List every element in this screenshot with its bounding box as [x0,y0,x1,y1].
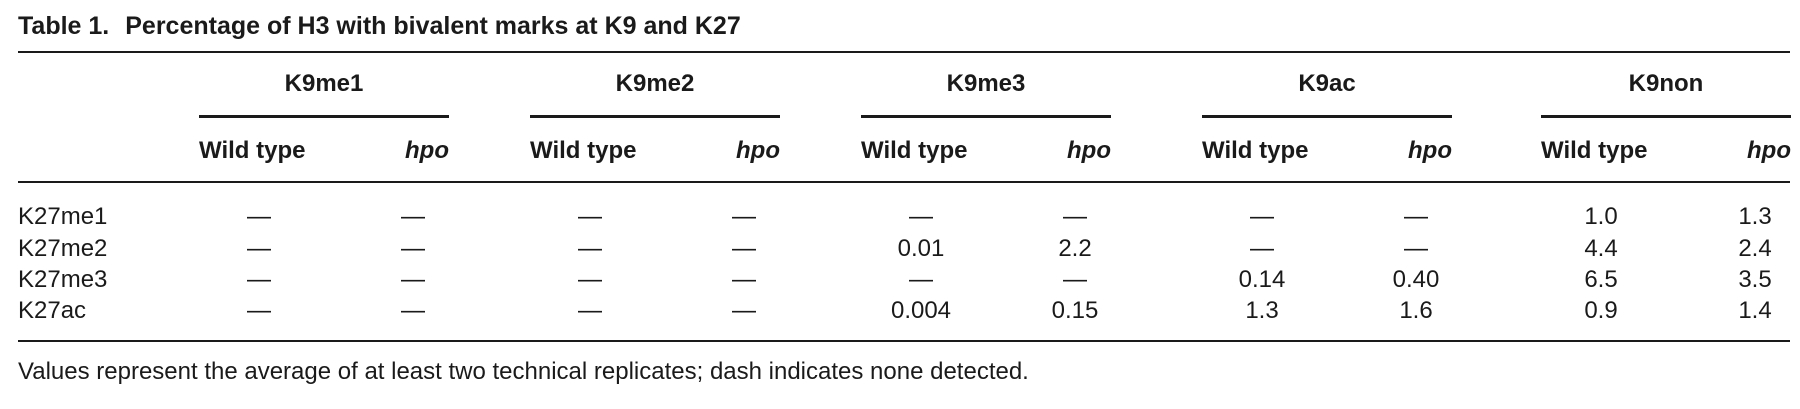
subhead-wild-type: Wild type [1202,137,1309,164]
table-cell: — [909,203,933,230]
table-cell: 1.6 [1399,297,1433,324]
table-cell: 2.4 [1738,235,1772,262]
subhead-wild-type: Wild type [530,137,637,164]
table-cell: — [578,203,602,230]
table-cell: 1.3 [1245,297,1279,324]
row-label-k27me1: K27me1 [18,203,108,230]
table-cell: — [247,266,271,293]
table-cell: — [578,266,602,293]
table-cell: — [732,266,756,293]
table-cell: — [247,235,271,262]
table-number: Table 1. [18,12,110,40]
top-rule [18,51,1790,53]
table-caption: Table 1. Percentage of H3 with bivalent m… [18,12,741,41]
subhead-hpo: hpo [736,137,780,164]
subhead-hpo: hpo [405,137,449,164]
table-cell: — [1250,203,1274,230]
table-cell: 6.5 [1584,266,1618,293]
table-cell: 4.4 [1584,235,1618,262]
group-header-k9non: K9non [1628,70,1704,97]
table-cell: — [1063,266,1087,293]
table-cell: — [401,297,425,324]
table-cell: — [247,297,271,324]
subhead-wild-type: Wild type [1541,137,1648,164]
subhead-hpo: hpo [1747,137,1791,164]
subhead-hpo: hpo [1408,137,1452,164]
table-title: Percentage of H3 with bivalent marks at … [125,12,741,40]
table-cell: — [1404,203,1428,230]
table-cell: — [1063,203,1087,230]
table-cell: 0.01 [897,235,945,262]
group-header-k9me2: K9me2 [615,70,695,97]
group-underline [1541,115,1791,118]
bottom-rule [18,340,1790,342]
table-cell: 3.5 [1738,266,1772,293]
table-cell: 1.4 [1738,297,1772,324]
subhead-wild-type: Wild type [199,137,306,164]
table-cell: — [732,235,756,262]
group-underline [199,115,449,118]
group-underline [530,115,780,118]
table-cell: — [909,266,933,293]
group-underline [861,115,1111,118]
group-underline [1202,115,1452,118]
table-cell: 0.004 [890,297,952,324]
table-footnote: Values represent the average of at least… [18,358,1029,385]
subhead-hpo: hpo [1067,137,1111,164]
table-cell: 0.14 [1238,266,1286,293]
table-cell: — [401,203,425,230]
table-cell: 0.9 [1584,297,1618,324]
table-cell: — [578,235,602,262]
table-cell: — [247,203,271,230]
group-header-k9me1: K9me1 [284,70,364,97]
group-header-k9ac: K9ac [1298,70,1356,97]
table-cell: — [732,203,756,230]
table-cell: — [732,297,756,324]
table-cell: 0.40 [1392,266,1440,293]
table-cell: — [578,297,602,324]
table-cell: 0.15 [1051,297,1099,324]
table-page: Table 1. Percentage of H3 with bivalent m… [18,0,1791,409]
table-cell: 1.3 [1738,203,1772,230]
table-cell: — [1404,235,1428,262]
group-header-k9me3: K9me3 [946,70,1026,97]
row-label-k27me3: K27me3 [18,266,108,293]
table-cell: — [401,266,425,293]
subhead-wild-type: Wild type [861,137,968,164]
table-cell: 2.2 [1058,235,1092,262]
row-label-k27me2: K27me2 [18,235,108,262]
table-cell: — [1250,235,1274,262]
row-label-k27ac: K27ac [18,297,87,324]
table-cell: — [401,235,425,262]
table-cell: 1.0 [1584,203,1618,230]
header-rule [18,181,1790,183]
